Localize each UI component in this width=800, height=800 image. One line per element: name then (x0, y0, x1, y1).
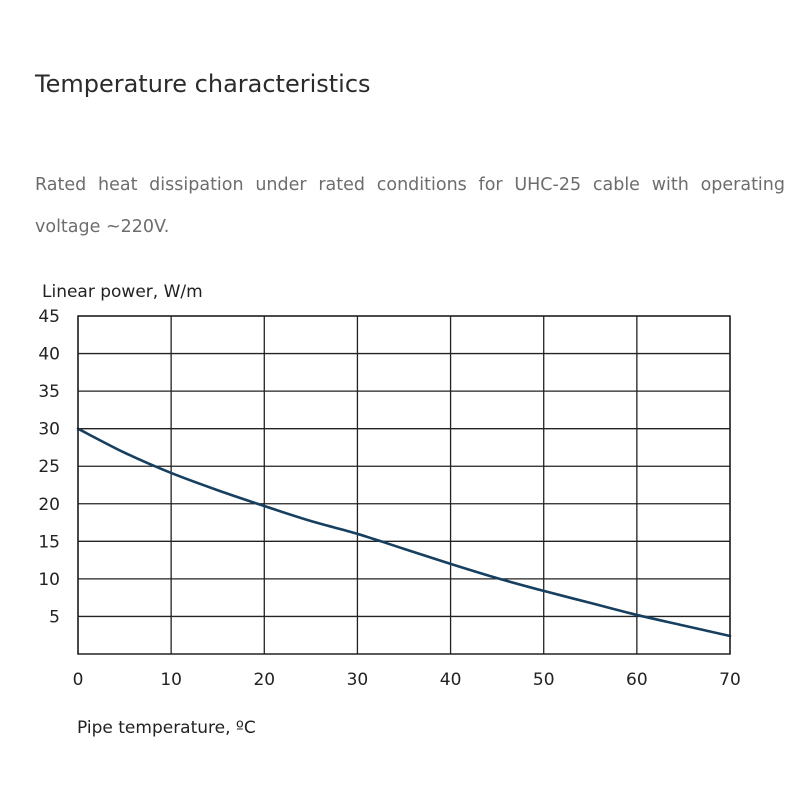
x-axis-label: Pipe temperature, ºC (77, 718, 256, 738)
y-tick-label: 15 (38, 532, 60, 552)
x-tick-label: 70 (719, 670, 741, 690)
x-tick-label: 50 (533, 670, 555, 690)
x-tick-label: 30 (347, 670, 369, 690)
x-tick-labels: 0 10 20 30 40 50 60 70 (73, 670, 741, 690)
series-line (76, 427, 732, 638)
y-axis-label: Linear power, W/m (42, 282, 203, 302)
chart-grid (77, 315, 731, 654)
y-tick-label: 30 (38, 420, 60, 440)
x-tick-label: 40 (440, 670, 462, 690)
page-title: Temperature characteristics (35, 70, 371, 98)
x-tick-label: 0 (73, 670, 84, 690)
y-tick-label: 25 (38, 457, 60, 477)
chart-series (76, 427, 732, 638)
y-tick-label: 20 (38, 495, 60, 515)
y-tick-label: 40 (38, 345, 60, 365)
y-tick-label: 45 (38, 307, 60, 327)
y-tick-label: 10 (38, 570, 60, 590)
description-text: Rated heat dissipation under rated condi… (35, 175, 785, 237)
plot-frame (77, 315, 731, 655)
x-tick-label: 60 (626, 670, 648, 690)
y-tick-label: 5 (49, 607, 60, 627)
y-tick-labels: 5 10 15 20 25 30 35 40 45 (38, 307, 60, 627)
x-tick-label: 20 (253, 670, 275, 690)
x-tick-label: 10 (160, 670, 182, 690)
power-temperature-chart: 5 10 15 20 25 30 35 40 45 0 10 20 30 40 50 60 70 Linear… (38, 282, 741, 738)
y-tick-label: 35 (38, 382, 60, 402)
